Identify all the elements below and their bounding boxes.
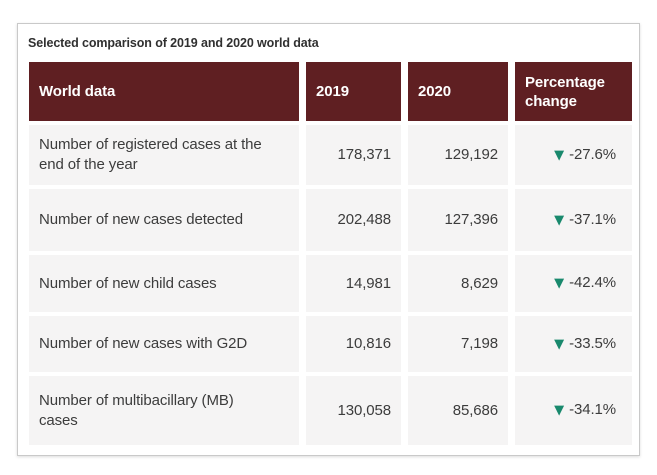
table-row: Number of new child cases 14,981 8,629 ▼… — [29, 255, 632, 312]
column-header-2020: 2020 — [408, 62, 508, 121]
percentage-change-cell: ▼ -33.5% — [515, 316, 632, 372]
table-row: Number of new cases detected 202,488 127… — [29, 189, 632, 251]
row-label: Number of multibacillary (MB) cases — [29, 376, 299, 445]
down-arrow-icon: ▼ — [554, 403, 565, 418]
card-title: Selected comparison of 2019 and 2020 wor… — [28, 36, 319, 50]
column-header-2019: 2019 — [306, 62, 401, 121]
value-2020: 127,396 — [408, 189, 508, 251]
value-2020: 7,198 — [408, 316, 508, 372]
percentage-change-cell: ▼ -27.6% — [515, 125, 632, 185]
table-row: Number of registered cases at the end of… — [29, 125, 632, 185]
value-2019: 10,816 — [306, 316, 401, 372]
row-label: Number of new cases with G2D — [29, 316, 299, 372]
comparison-card: Selected comparison of 2019 and 2020 wor… — [17, 23, 640, 456]
percentage-change-value: -37.1% — [569, 210, 616, 228]
percentage-change-value: -42.4% — [569, 274, 616, 291]
row-label: Number of registered cases at the end of… — [29, 125, 299, 185]
percentage-change-value: -34.1% — [569, 401, 616, 418]
percentage-change-cell: ▼ -34.1% — [515, 376, 632, 445]
value-2020: 8,629 — [408, 255, 508, 312]
percentage-change-cell: ▼ -37.1% — [515, 189, 632, 251]
column-header-world-data: World data — [29, 62, 299, 121]
comparison-table: World data 2019 2020 Percentage change N… — [22, 58, 639, 449]
value-2019: 14,981 — [306, 255, 401, 312]
down-arrow-icon: ▼ — [554, 147, 565, 163]
row-label: Number of new cases detected — [29, 189, 299, 251]
column-header-percentage-change: Percentage change — [515, 62, 632, 121]
percentage-change-value: -27.6% — [569, 145, 616, 163]
value-2020: 129,192 — [408, 125, 508, 185]
value-2019: 130,058 — [306, 376, 401, 445]
header-row: World data 2019 2020 Percentage change — [29, 62, 632, 121]
value-2019: 202,488 — [306, 189, 401, 251]
value-2019: 178,371 — [306, 125, 401, 185]
value-2020: 85,686 — [408, 376, 508, 445]
row-label: Number of new child cases — [29, 255, 299, 312]
down-arrow-icon: ▼ — [554, 276, 565, 291]
percentage-change-cell: ▼ -42.4% — [515, 255, 632, 312]
down-arrow-icon: ▼ — [554, 336, 565, 352]
percentage-change-value: -33.5% — [569, 334, 616, 352]
down-arrow-icon: ▼ — [554, 212, 565, 228]
table-row: Number of new cases with G2D 10,816 7,19… — [29, 316, 632, 372]
table-row: Number of multibacillary (MB) cases 130,… — [29, 376, 632, 445]
